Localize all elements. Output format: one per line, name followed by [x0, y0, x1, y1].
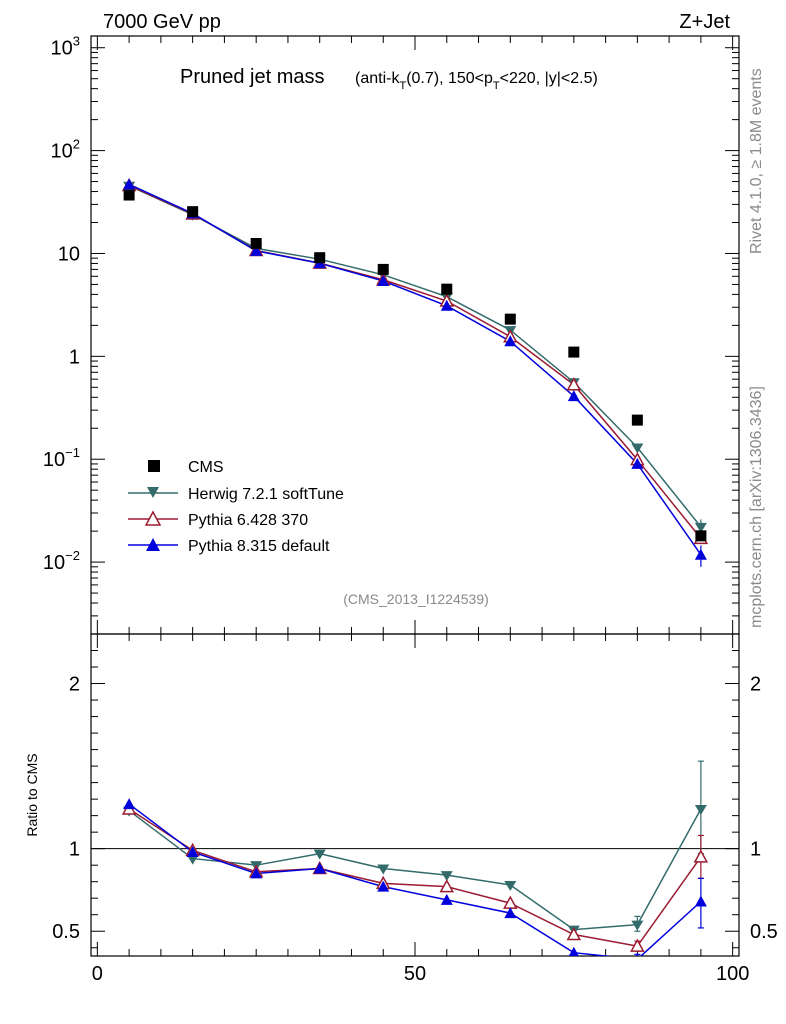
ratio-y-axis-label: Ratio to CMS: [24, 753, 40, 836]
ratio-data-point: [635, 953, 639, 956]
y-tick-label-right: 2: [750, 674, 761, 696]
data-point: [440, 299, 453, 311]
data-point: [314, 252, 326, 264]
ratio-data-point: [377, 864, 390, 875]
ratio-series-line: [128, 808, 702, 931]
legend-label-cms: CMS: [188, 459, 224, 476]
main-axis-ticks: [91, 36, 739, 635]
data-point: [566, 377, 582, 391]
ratio-series-layer: [121, 760, 709, 956]
ratio-data-point: [504, 907, 517, 919]
y-tick-label: 10: [58, 243, 80, 265]
legend-marker-pythia8: [146, 538, 160, 551]
y-tick-label: 1: [69, 839, 80, 861]
data-point: [631, 443, 644, 454]
y-tick-label: 10−1: [43, 445, 80, 471]
analysis-id: (CMS_2013_I1224539): [343, 591, 489, 607]
plot-title: Pruned jet mass: [180, 66, 325, 88]
data-point: [123, 178, 136, 190]
data-point: [568, 346, 580, 358]
data-point: [250, 244, 263, 256]
legend-label-pythia8: Pythia 8.315 default: [188, 538, 330, 555]
y-tick-label: 102: [51, 137, 80, 163]
ratio-data-point: [630, 938, 645, 952]
legend-label-herwig: Herwig 7.2.1 softTune: [188, 486, 344, 503]
data-point: [123, 189, 135, 201]
data-point: [377, 275, 390, 287]
ratio-series-line: [128, 808, 702, 947]
ratio-data-point: [440, 893, 453, 905]
ratio-clip-group: [121, 760, 709, 956]
x-tick-label: 0: [92, 963, 103, 985]
process-label: Z+Jet: [679, 11, 730, 33]
y-tick-label: 2: [69, 674, 80, 696]
ratio-data-point: [568, 946, 579, 956]
ratio-data-point: [313, 849, 326, 860]
ratio-y-tick-labels: 2 2 1 1 0.5 0.5: [52, 674, 778, 944]
ratio-data-point: [440, 871, 453, 882]
energy-label: 7000 GeV pp: [103, 11, 221, 33]
data-point: [694, 548, 707, 560]
data-point: [441, 283, 453, 295]
legend: CMS Herwig 7.2.1 softTune Pythia 6.428 3…: [128, 459, 344, 555]
ratio-data-point: [504, 880, 517, 891]
y-tick-label: 10−2: [43, 548, 80, 574]
data-point: [504, 335, 517, 347]
y-tick-label-right: 0.5: [750, 921, 778, 943]
ratio-data-point: [313, 862, 326, 874]
mcplots-label: mcplots.cern.ch [arXiv:1306.3436]: [748, 386, 765, 628]
data-point: [504, 313, 516, 325]
x-tick-label: 100: [716, 963, 749, 985]
legend-marker-pythia6: [144, 510, 162, 526]
data-point: [631, 414, 643, 426]
ratio-data-point: [186, 845, 199, 857]
data-point: [694, 522, 707, 533]
data-point: [187, 206, 199, 218]
y-tick-label: 0.5: [52, 921, 80, 943]
y-tick-label: 1: [69, 346, 80, 368]
rivet-version-label: Rivet 4.1.0, ≥ 1.8M events: [748, 68, 765, 254]
data-point: [695, 530, 707, 542]
main-series-layer: [121, 177, 709, 567]
ratio-data-point: [250, 867, 263, 879]
ratio-data-point: [377, 880, 390, 892]
ratio-data-point: [694, 895, 707, 907]
ratio-data-point: [123, 798, 136, 810]
data-point: [377, 263, 389, 275]
y-tick-label: 103: [51, 34, 80, 60]
ratio-data-point: [631, 920, 644, 931]
legend-label-pythia6: Pythia 6.428 370: [188, 512, 308, 529]
ratio-data-point: [694, 805, 707, 816]
plot-subtitle: (anti-kT(0.7), 150<pT<220, |y|<2.5): [355, 70, 598, 92]
legend-marker-herwig: [147, 487, 159, 498]
data-point: [631, 457, 644, 469]
ratio-x-tick-labels: 0 50 100: [92, 963, 750, 985]
ratio-axis-ticks: [91, 634, 739, 956]
ratio-data-point: [439, 879, 455, 893]
ratio-data-point: [186, 854, 199, 865]
legend-marker-cms: [148, 460, 160, 472]
data-point: [250, 238, 262, 250]
series-line: [128, 183, 702, 556]
ratio-data-point: [566, 926, 582, 941]
data-point: [567, 390, 580, 402]
ratio-panel: 2 2 1 1 0.5 0.5 0 50 100 Ratio to CMS: [24, 633, 778, 985]
y-tick-label-right: 1: [750, 839, 761, 861]
ratio-series-line: [128, 803, 702, 956]
x-tick-label: 50: [404, 963, 426, 985]
ratio-frame: [90, 633, 740, 957]
ratio-data-point: [693, 849, 709, 863]
